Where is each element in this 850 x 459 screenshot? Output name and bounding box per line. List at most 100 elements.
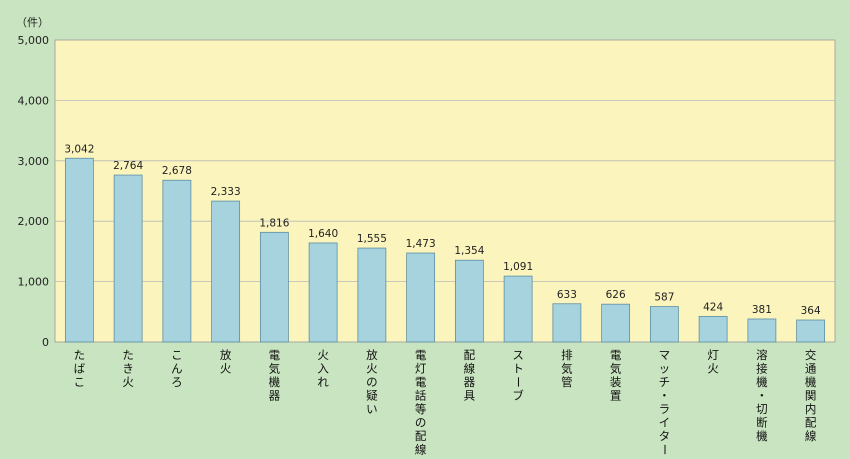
svg-text:の: の [415, 416, 427, 430]
svg-text:置: 置 [610, 389, 622, 403]
svg-text:疑: 疑 [366, 389, 378, 403]
svg-text:こ: こ [74, 375, 86, 389]
category-label: 放火 [220, 348, 232, 376]
svg-text:通: 通 [805, 362, 817, 376]
svg-text:気: 気 [269, 362, 281, 376]
svg-text:放: 放 [220, 348, 232, 362]
svg-text:ん: ん [171, 362, 183, 376]
svg-text:接: 接 [756, 362, 768, 376]
data-label: 1,640 [308, 228, 338, 240]
svg-text:火: 火 [122, 375, 134, 389]
data-label: 1,816 [259, 217, 289, 229]
svg-text:ー: ー [511, 376, 525, 388]
svg-text:ッ: ッ [659, 362, 671, 376]
svg-text:れ: れ [317, 375, 329, 389]
y-axis-ticks: 0 1,000 2,000 3,000 4,000 5,000 [18, 34, 50, 349]
svg-text:ト: ト [512, 362, 524, 376]
svg-text:話: 話 [415, 389, 427, 403]
data-label: 1,354 [454, 245, 484, 257]
data-label: 381 [752, 304, 772, 316]
svg-text:ー: ー [657, 444, 671, 456]
y-tick-label: 2,000 [18, 215, 50, 228]
svg-text:線: 線 [464, 362, 476, 376]
svg-text:火: 火 [707, 362, 719, 376]
svg-text:放: 放 [366, 348, 378, 362]
svg-text:こ: こ [171, 348, 183, 362]
svg-text:マ: マ [659, 348, 671, 362]
bar [64, 157, 94, 343]
category-label: こんろ [171, 348, 183, 389]
svg-text:電: 電 [415, 348, 427, 362]
svg-text:ラ: ラ [659, 402, 671, 416]
svg-text:ブ: ブ [512, 389, 524, 403]
bar [698, 315, 728, 343]
svg-text:・: ・ [659, 389, 671, 403]
svg-text:切: 切 [756, 402, 768, 416]
category-label: 火入れ [317, 348, 329, 389]
svg-text:・: ・ [756, 389, 768, 403]
data-label: 2,764 [113, 160, 143, 172]
data-label: 2,333 [211, 186, 241, 198]
y-tick-label: 3,000 [18, 155, 50, 168]
category-labels: たばこたき火こんろ放火電気機器火入れ放火の疑い電灯電話等の配線配線器具ストーブ排… [74, 348, 817, 457]
svg-text:き: き [122, 362, 134, 376]
svg-text:内: 内 [805, 402, 817, 416]
svg-text:ス: ス [512, 348, 524, 362]
data-label: 1,555 [357, 233, 387, 245]
svg-text:機: 機 [756, 375, 768, 389]
bar [113, 174, 143, 343]
svg-text:ろ: ろ [171, 375, 183, 389]
svg-text:た: た [122, 348, 134, 362]
svg-text:装: 装 [610, 375, 622, 389]
category-label: 排気管 [561, 348, 573, 389]
svg-text:の: の [366, 375, 378, 389]
y-tick-label: 0 [42, 336, 49, 349]
data-label: 633 [557, 289, 577, 301]
bar [649, 306, 679, 343]
data-label: 1,473 [406, 238, 436, 250]
svg-text:た: た [74, 348, 86, 362]
data-label: 364 [801, 305, 821, 317]
svg-text:気: 気 [561, 362, 573, 376]
category-label: 灯火 [707, 348, 719, 376]
bar [601, 303, 631, 343]
bar [796, 319, 826, 343]
svg-text:線: 線 [805, 429, 817, 443]
svg-text:具: 具 [464, 389, 476, 403]
y-tick-label: 5,000 [18, 34, 50, 47]
y-tick-label: 1,000 [18, 276, 50, 289]
svg-text:い: い [366, 402, 378, 416]
bar [357, 247, 387, 343]
data-label: 1,091 [503, 261, 533, 273]
svg-text:火: 火 [220, 362, 232, 376]
svg-text:タ: タ [659, 429, 671, 443]
y-tick-label: 4,000 [18, 94, 50, 107]
svg-text:気: 気 [610, 362, 622, 376]
svg-text:器: 器 [464, 375, 476, 389]
svg-text:電: 電 [269, 348, 281, 362]
data-label: 2,678 [162, 165, 192, 177]
svg-text:配: 配 [464, 348, 476, 362]
svg-text:交: 交 [805, 348, 817, 362]
bar [503, 275, 533, 343]
svg-text:火: 火 [366, 362, 378, 376]
data-labels: 3,042 2,764 2,678 2,333 1,816 1,640 1,555 1,473… [64, 143, 821, 317]
bar [162, 179, 192, 343]
svg-text:関: 関 [805, 389, 817, 403]
bar [747, 318, 777, 343]
bars [64, 157, 826, 343]
svg-text:器: 器 [269, 389, 281, 403]
bar [406, 252, 436, 343]
category-label: たき火 [122, 348, 134, 389]
bar [552, 303, 582, 343]
svg-text:断: 断 [756, 416, 768, 430]
svg-text:配: 配 [805, 416, 817, 430]
svg-text:電: 電 [415, 375, 427, 389]
